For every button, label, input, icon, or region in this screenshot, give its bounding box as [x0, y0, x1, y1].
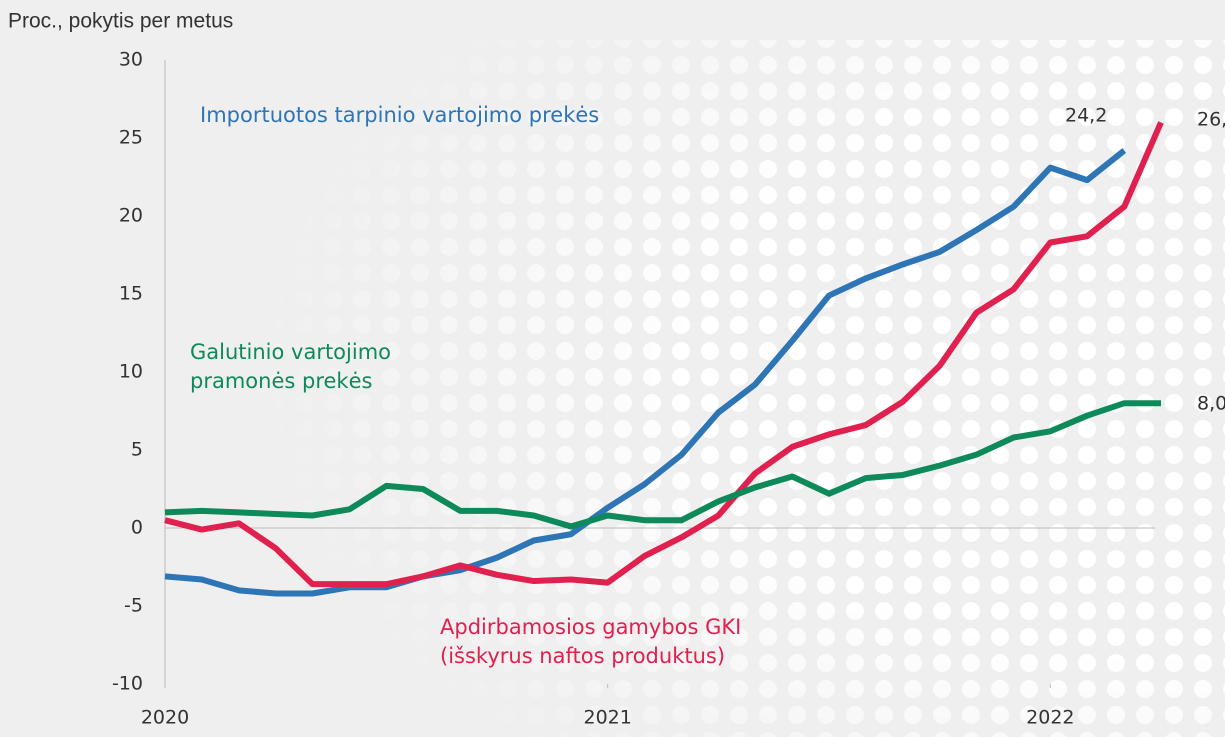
y-tick-label: 20: [119, 205, 143, 227]
data-label: 8,0: [1197, 393, 1225, 415]
series-label: Apdirbamosios gamybos GKI (išskyrus naft…: [440, 613, 800, 671]
y-axis-title: Proc., pokytis per metus: [8, 10, 233, 33]
data-label: 24,2: [1065, 105, 1107, 127]
data-label: 26,0: [1197, 109, 1225, 131]
y-tick-label: 30: [119, 49, 143, 71]
y-tick-label: 0: [131, 517, 143, 539]
y-tick-label: 25: [119, 127, 143, 149]
series-label: Galutinio vartojimo pramonės prekės: [190, 338, 430, 396]
y-tick-label: 10: [119, 361, 143, 383]
x-tick-label: 2020: [141, 707, 189, 729]
y-tick-label: -10: [112, 673, 143, 695]
y-tick-label: 5: [131, 439, 143, 461]
y-tick-label: -5: [124, 595, 143, 617]
chart: Proc., pokytis per metus -10 -5 0 5 10 15 20 25…: [0, 0, 1225, 737]
series-label: Importuotos tarpinio vartojimo prekės: [200, 101, 700, 130]
x-tick-label: 2021: [583, 707, 631, 729]
x-tick-label: 2022: [1026, 707, 1074, 729]
y-tick-label: 15: [119, 283, 143, 305]
